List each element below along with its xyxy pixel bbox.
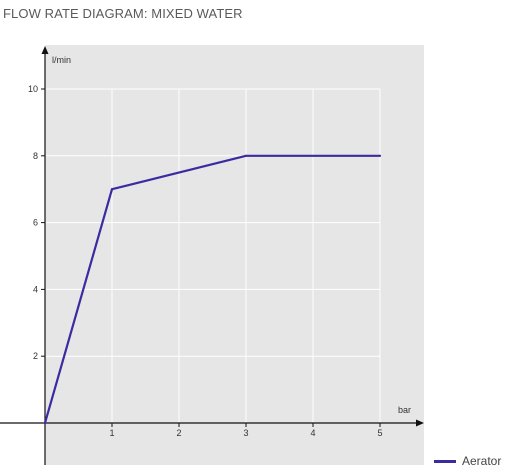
grid-lines (45, 88, 381, 423)
series-point (244, 154, 248, 157)
series-line-0 (43, 154, 380, 424)
y-axis-arrow-icon (41, 46, 49, 54)
x-tick-label: 1 (109, 428, 114, 438)
plot-area-background (45, 45, 424, 465)
chart-title: FLOW RATE DIAGRAM: MIXED WATER (3, 6, 243, 21)
x-tick-label: 2 (176, 428, 181, 438)
x-tick-label: 5 (377, 428, 382, 438)
legend-swatch (434, 459, 456, 463)
y-tick-label: 6 (33, 218, 38, 228)
x-axis-arrow-icon (416, 419, 424, 427)
series-point (110, 188, 114, 191)
y-tick-label: 4 (33, 284, 38, 294)
axes (0, 46, 424, 465)
legend: Aerator (434, 454, 501, 468)
series-point (43, 421, 47, 425)
y-axis-label: l/min (52, 55, 71, 65)
x-tick-label: 4 (310, 428, 315, 438)
legend-label: Aerator (462, 454, 502, 468)
y-tick-label: 8 (33, 151, 38, 161)
series-layer (43, 154, 382, 425)
series-point (378, 154, 382, 157)
y-tick-label: 2 (33, 351, 38, 361)
x-axis-label: bar (398, 405, 411, 415)
tick-labels: 1 2 3 4 5 2 4 6 8 10 (28, 84, 383, 438)
x-tick-label: 3 (243, 428, 248, 438)
y-tick-label: 10 (28, 84, 38, 94)
